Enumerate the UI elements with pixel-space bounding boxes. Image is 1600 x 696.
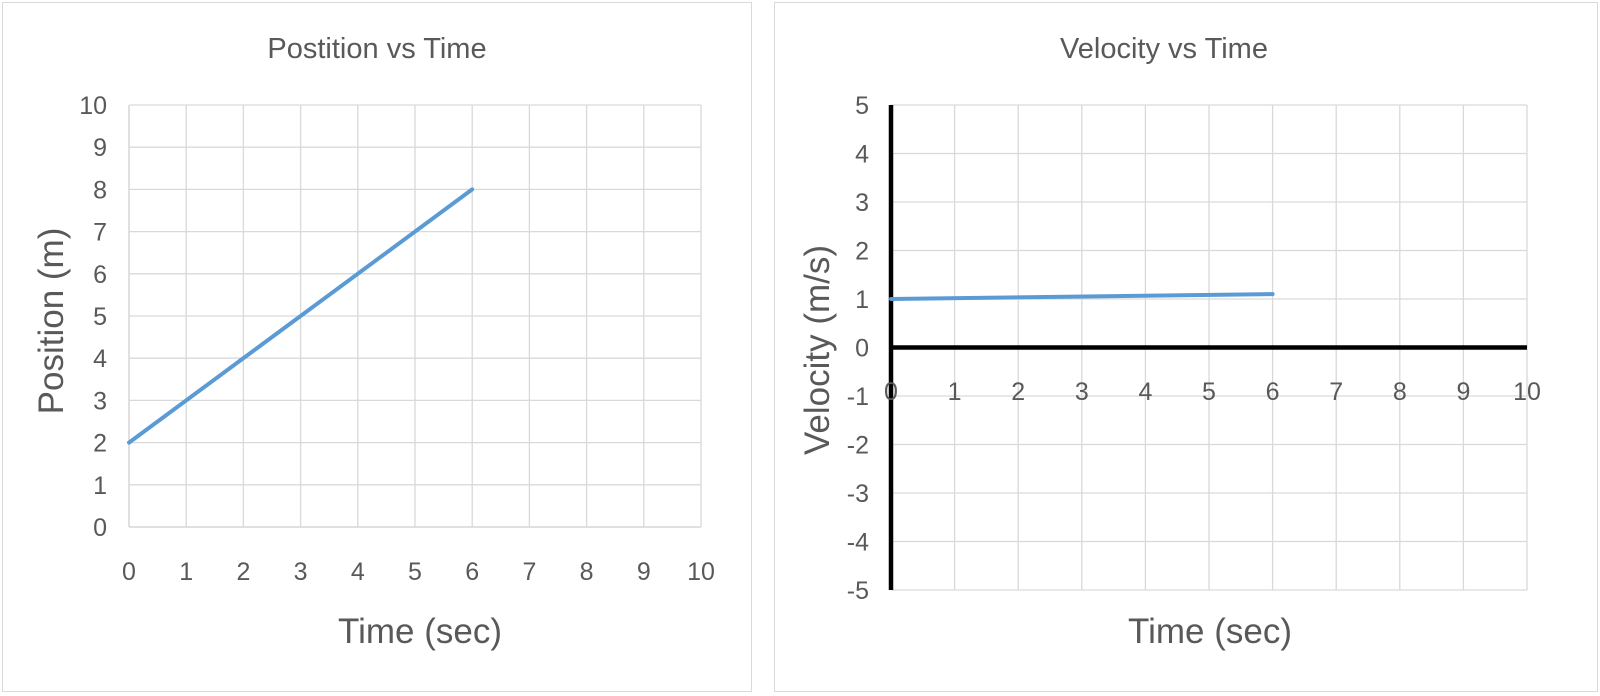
y-tick-label: 3 [93,387,107,415]
x-tick-label: 2 [1011,378,1025,406]
x-tick-label: 8 [580,558,594,586]
x-tick-label: 2 [236,558,250,586]
y-tick-label: 9 [93,134,107,162]
y-tick-label: 4 [855,141,869,169]
y-tick-label: 4 [93,345,107,373]
x-tick-label: 10 [687,558,715,586]
velocity-chart-panel: Velocity vs Time Velocity (m/s) Time (se… [774,2,1598,692]
y-tick-label: 10 [79,92,107,120]
y-tick-label: -5 [847,577,869,605]
y-tick-label: 1 [93,472,107,500]
x-tick-label: 3 [1075,378,1089,406]
y-tick-label: 2 [93,430,107,458]
x-tick-label: 0 [884,378,898,406]
x-tick-label: 8 [1393,378,1407,406]
x-tick-label: 7 [1329,378,1343,406]
position-vs-time-chart: Postition vs Time Position (m) Time (sec… [32,33,715,651]
x-tick-label: 6 [465,558,479,586]
x-tick-label: 6 [1266,378,1280,406]
chart-title: Postition vs Time [267,33,486,65]
y-tick-label: 1 [855,286,869,314]
x-axis-label: Time (sec) [338,612,502,651]
y-tick-label: -2 [847,432,869,460]
x-tick-label: 9 [637,558,651,586]
x-tick-label: 5 [408,558,422,586]
y-axis-label: Velocity (m/s) [798,245,837,455]
series-line [127,187,475,445]
y-tick-label: 0 [93,514,107,542]
y-axis-label: Position (m) [32,228,71,415]
y-tick-label: 5 [855,92,869,120]
y-tick-label: 3 [855,189,869,217]
x-axis-label: Time (sec) [1128,612,1292,651]
y-tick-label: 0 [855,335,869,363]
y-tick-label: 6 [93,261,107,289]
y-tick-label: -4 [847,529,869,557]
x-tick-label: 4 [351,558,365,586]
position-chart-panel: Postition vs Time Position (m) Time (sec… [2,2,752,692]
y-tick-label: 8 [93,176,107,204]
x-tick-label: 4 [1138,378,1152,406]
chart-title: Velocity vs Time [1060,33,1268,65]
x-tick-label: 9 [1456,378,1470,406]
x-tick-label: 7 [522,558,536,586]
y-tick-label: -3 [847,480,869,508]
y-tick-label: -1 [847,383,869,411]
velocity-vs-time-chart: Velocity vs Time Velocity (m/s) Time (se… [798,33,1541,651]
x-tick-label: 0 [122,558,136,586]
x-tick-label: 1 [948,378,962,406]
x-tick-label: 5 [1202,378,1216,406]
y-tick-label: 7 [93,219,107,247]
series-line [889,292,1275,301]
y-tick-label: 2 [855,238,869,266]
x-tick-label: 3 [294,558,308,586]
y-tick-label: 5 [93,303,107,331]
x-tick-label: 1 [179,558,193,586]
x-tick-label: 10 [1513,378,1541,406]
